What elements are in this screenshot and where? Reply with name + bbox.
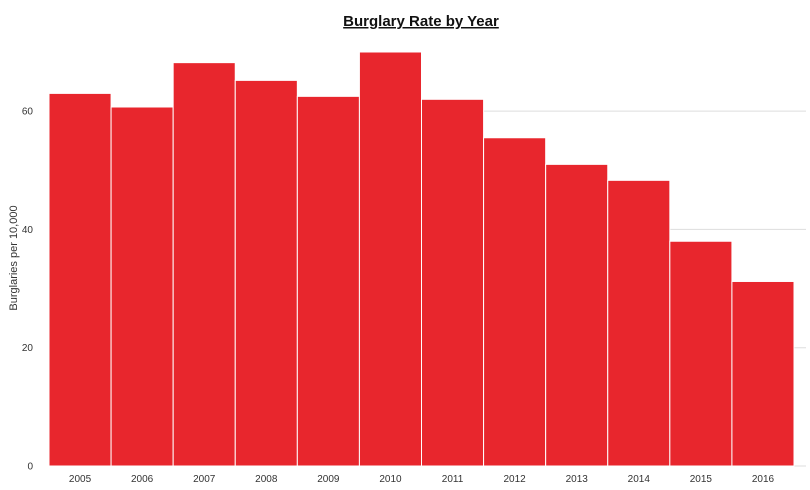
x-tick-label: 2011 xyxy=(442,474,464,485)
y-axis-ticks: 0 20 40 60 xyxy=(22,107,34,473)
bar-2012 xyxy=(483,137,547,467)
y-tick-label: 40 xyxy=(22,225,34,236)
bar-2016 xyxy=(731,280,795,467)
x-tick-label: 2012 xyxy=(504,474,527,485)
bar-2009 xyxy=(296,95,360,467)
bar-2013 xyxy=(545,163,609,467)
x-tick-label: 2005 xyxy=(69,474,92,485)
bars xyxy=(48,51,795,467)
y-tick-label: 20 xyxy=(22,343,34,354)
bar-2011 xyxy=(421,98,485,467)
x-tick-label: 2006 xyxy=(131,474,154,485)
x-axis-ticks: 2005 2006 2007 2008 2009 2010 2011 2012 2013 2014… xyxy=(69,474,775,485)
bar-2015 xyxy=(669,240,733,467)
x-tick-label: 2009 xyxy=(317,474,340,485)
x-tick-label: 2015 xyxy=(690,474,713,485)
x-tick-label: 2008 xyxy=(255,474,278,485)
x-tick-label: 2013 xyxy=(566,474,589,485)
x-tick-label: 2014 xyxy=(628,474,651,485)
bar-2008 xyxy=(234,79,298,467)
y-tick-label: 60 xyxy=(22,107,34,118)
chart-title: Burglary Rate by Year xyxy=(343,13,499,30)
bar-2006 xyxy=(110,106,174,467)
bar-2005 xyxy=(48,92,112,467)
x-tick-label: 2016 xyxy=(752,474,775,485)
x-tick-label: 2007 xyxy=(193,474,216,485)
bar-2010 xyxy=(358,51,422,467)
y-axis-label: Burglaries per 10,000 xyxy=(8,205,20,310)
x-tick-label: 2010 xyxy=(379,474,402,485)
bar-2014 xyxy=(607,179,671,467)
bar-2007 xyxy=(172,62,236,467)
y-tick-label: 0 xyxy=(27,462,33,473)
